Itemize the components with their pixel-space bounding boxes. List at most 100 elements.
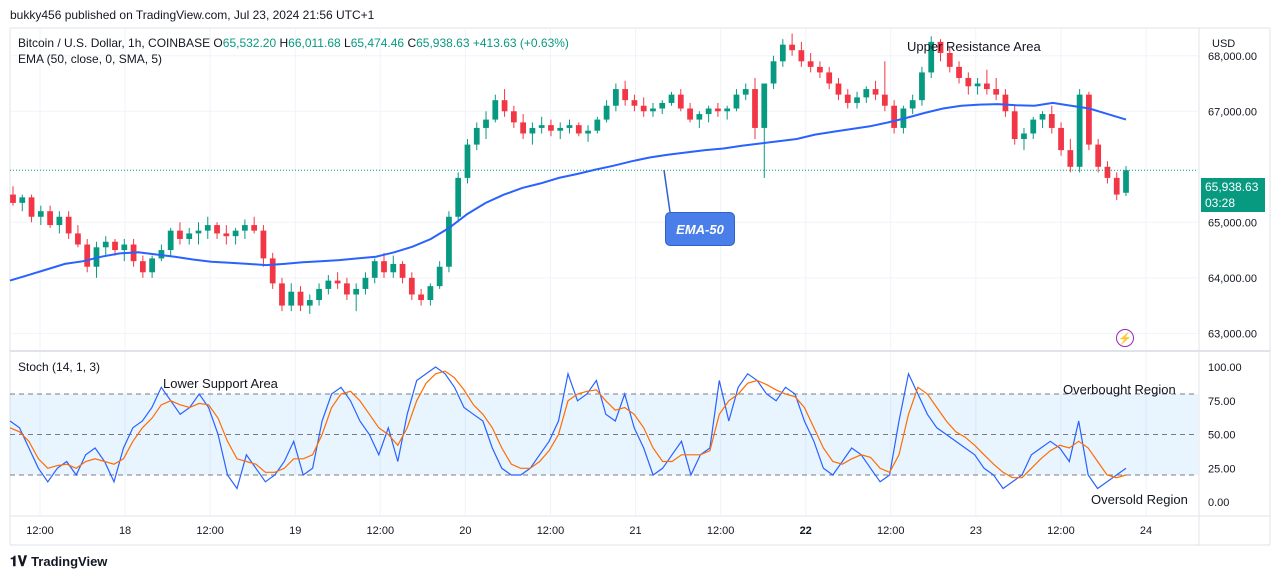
stoch-tick-label: 0.00: [1208, 497, 1229, 509]
candle-body: [677, 94, 684, 109]
candle-body: [1021, 133, 1027, 140]
candle-body: [928, 41, 935, 73]
candle-body: [492, 100, 499, 120]
candle-body: [779, 44, 786, 62]
candle-body: [436, 266, 443, 287]
candle-body: [19, 197, 26, 203]
candle-body: [612, 89, 619, 106]
candle-body: [733, 94, 740, 109]
candle-body: [798, 50, 805, 62]
candle-body: [167, 230, 174, 251]
candle-body: [37, 211, 44, 217]
candle-body: [937, 41, 944, 53]
candle-body: [381, 261, 387, 273]
stoch-tick-label: 25.00: [1208, 463, 1236, 475]
candle-body: [993, 89, 1000, 95]
candle-body: [186, 233, 193, 239]
legend-symbol: Bitcoin / U.S. Dollar, 1h, COINBASE O65,…: [18, 36, 569, 50]
candle-body: [279, 283, 285, 306]
candle-body: [371, 261, 378, 278]
currency-label[interactable]: USD: [1212, 38, 1236, 50]
candle-body: [789, 44, 795, 51]
candle-body: [149, 258, 156, 273]
footer-brand-text: TradingView: [31, 554, 108, 569]
candle-body: [724, 108, 731, 112]
candle-body: [863, 89, 870, 98]
candle-body: [288, 291, 295, 306]
candle-body: [1058, 127, 1064, 151]
current-price-tag: 65,938.63 03:28: [1201, 178, 1265, 212]
candle-body: [594, 119, 601, 131]
candle-body: [919, 72, 925, 101]
candle-body: [1048, 114, 1055, 128]
ohlc-o-label: O: [213, 36, 223, 50]
legend-stoch[interactable]: Stoch (14, 1, 3): [18, 360, 101, 374]
candle-body: [446, 216, 452, 267]
candle-body: [752, 89, 758, 128]
candle-body: [575, 125, 582, 134]
candle-body: [399, 263, 406, 278]
candle-body: [705, 108, 712, 115]
time-tick-label: 12:00: [196, 525, 224, 537]
candle-body: [557, 127, 564, 131]
ohlc-h-label: H: [279, 36, 289, 50]
candle-body: [241, 225, 248, 231]
candle-body: [1123, 170, 1129, 193]
price-tick-label: 67,000.00: [1208, 106, 1257, 118]
ohlc-open: 65,532.20: [222, 36, 277, 50]
ema-callout[interactable]: EMA-50: [665, 212, 735, 246]
candle-body: [10, 194, 16, 203]
candle-body: [510, 111, 517, 123]
candle-body: [1076, 94, 1083, 167]
candle-body: [659, 102, 666, 109]
candle-body: [835, 83, 842, 95]
candle-body: [1113, 177, 1120, 195]
candle-body: [297, 291, 304, 306]
ohlc-low: 65,474.46: [350, 36, 405, 50]
candle-body: [260, 230, 267, 259]
stoch-d-line: [9, 370, 1127, 479]
candle-body: [56, 216, 63, 226]
candle-body: [102, 241, 109, 248]
upper-resistance-label: Upper Resistance Area: [907, 39, 1041, 54]
stoch-tick-label: 50.00: [1208, 430, 1236, 442]
candle-body: [650, 108, 656, 112]
candle-body: [631, 100, 638, 106]
lightning-icon[interactable]: ⚡: [1116, 329, 1134, 347]
candle-body: [316, 288, 322, 301]
candle-body: [344, 283, 350, 295]
candle-body: [223, 233, 230, 237]
candle-body: [687, 108, 693, 120]
time-tick-label: 23: [970, 525, 982, 537]
candle-body: [761, 83, 768, 128]
time-tick-label: 22: [800, 525, 812, 537]
candle-body: [325, 280, 332, 289]
stoch-k-line: [9, 366, 1127, 490]
candle-body: [965, 77, 972, 87]
time-tick-label: 12:00: [877, 525, 905, 537]
candle-body: [909, 100, 916, 109]
candle-body: [232, 230, 239, 237]
footer-brand[interactable]: 𝟏𝐕 TradingView: [10, 553, 107, 570]
time-tick-label: 24: [1140, 525, 1152, 537]
candle-body: [464, 144, 471, 178]
candle-body: [112, 241, 118, 251]
candle-body: [1011, 111, 1018, 140]
legend-ema[interactable]: EMA (50, close, 0, SMA, 5): [18, 52, 163, 66]
candle-body: [47, 211, 53, 226]
stoch-tick-label: 75.00: [1208, 396, 1236, 408]
time-tick-label: 12:00: [26, 525, 54, 537]
candle-body: [501, 100, 508, 112]
candle-body: [1002, 94, 1009, 112]
candle-body: [28, 197, 35, 217]
candle-body: [214, 225, 220, 234]
price-tick-label: 64,000.00: [1208, 273, 1257, 285]
tradingview-logo-icon: 𝟏𝐕: [10, 553, 28, 569]
candle-body: [455, 177, 462, 217]
time-tick-label: 18: [119, 525, 131, 537]
candle-body: [195, 230, 202, 234]
candle-body: [408, 277, 415, 295]
candle-body: [418, 294, 424, 301]
